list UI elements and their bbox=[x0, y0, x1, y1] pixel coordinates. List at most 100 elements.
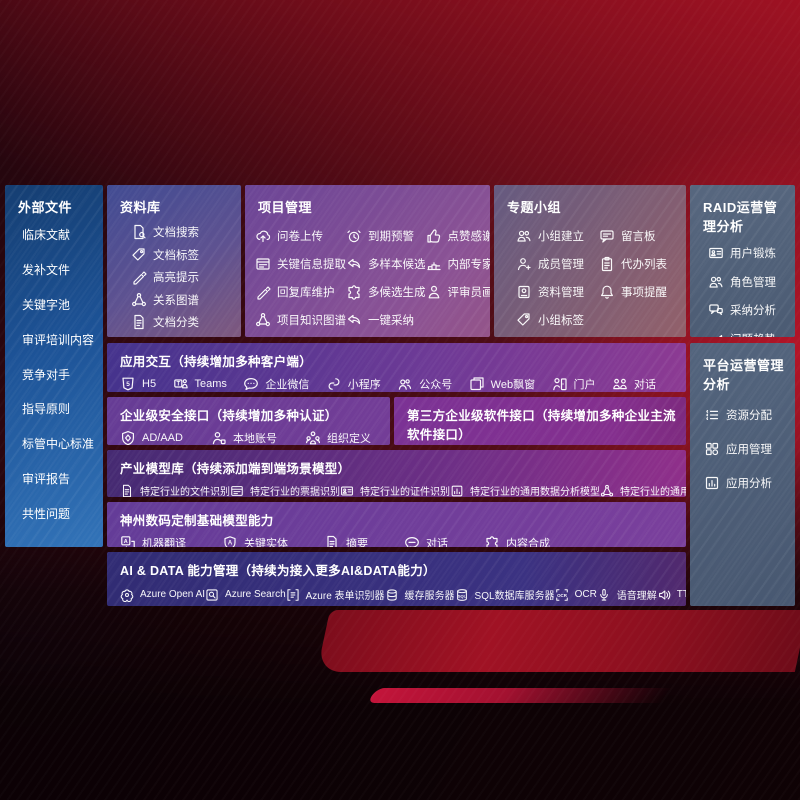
chat-dots-icon bbox=[243, 376, 259, 392]
feature-item: 角色管理 bbox=[708, 274, 791, 290]
feature-item: 资源分配 bbox=[704, 407, 791, 423]
sql-db-icon: SQL bbox=[455, 588, 469, 602]
feature-item: 资料管理 bbox=[516, 278, 599, 306]
qa-chat-icon bbox=[708, 302, 724, 318]
feature-list: 特定行业的文件识别 特定行业的票据识别 特定行业的证件识别 特定行业的通用数据分析模型… bbox=[107, 477, 686, 497]
desk-highlight-shape bbox=[316, 610, 800, 672]
panel-title: 资料库 bbox=[120, 200, 161, 215]
ocr-icon: OCR bbox=[555, 588, 569, 602]
feature-item: 小组标签 bbox=[516, 306, 599, 334]
server-icon bbox=[385, 588, 399, 602]
feature-item: AD/AAD bbox=[120, 430, 183, 445]
feature-item: T Teams bbox=[173, 376, 227, 392]
chat-bubble-icon bbox=[404, 535, 420, 547]
feature-item: 用户锻炼 bbox=[708, 245, 791, 261]
feature-item: 对话 bbox=[404, 535, 448, 547]
people-circle-icon bbox=[397, 376, 413, 392]
feature-list: 用户锻炼角色管理采纳分析问题趋势 bbox=[690, 235, 795, 337]
reply-icon bbox=[346, 256, 362, 272]
sidebar-item: 审评培训内容 bbox=[22, 332, 95, 347]
extract-icon bbox=[255, 256, 271, 272]
panel-platform-analysis: 平台运营管理分析 资源分配 应用管理 应用分析 bbox=[690, 343, 795, 606]
feature-item: 特定行业的通用知识图谱模型 bbox=[600, 483, 686, 497]
clipboard-icon bbox=[599, 256, 615, 272]
graph-icon bbox=[255, 312, 271, 328]
mini-program-icon bbox=[326, 376, 342, 392]
org-icon bbox=[305, 430, 321, 445]
feature-item: 摘要 bbox=[324, 535, 368, 547]
feature-item: 内容合成 bbox=[484, 535, 550, 547]
red-streak-shape bbox=[366, 688, 673, 703]
feature-item: 关系图谱 bbox=[131, 292, 235, 308]
album-icon bbox=[516, 284, 532, 300]
feature-item: 问卷上传 bbox=[255, 222, 346, 250]
svg-text:A: A bbox=[228, 541, 233, 547]
feature-list: A 机器翻译 A 关键实体 摘要 对话 内容合成 bbox=[107, 529, 686, 547]
panel-title: RAID运营管理分析 bbox=[703, 200, 778, 234]
feature-item: 项目知识图谱 bbox=[255, 306, 346, 334]
feature-item: 小程序 bbox=[326, 376, 381, 392]
feature-item: 一键采纳 bbox=[346, 306, 426, 334]
sidebar-external-files: 外部文件 临床文献 发补文件 关键字池 审评培训内容 竞争对手 指导原则 标管中心标准 审评报… bbox=[5, 185, 103, 547]
band-app-interaction: 应用交互（持续增加多种客户端） 5 H5 T Teams 企业微信 小程序 公众号 Web飘窗… bbox=[107, 343, 686, 392]
feature-item: Azure Search bbox=[205, 588, 286, 602]
feature-item: 文档分类 bbox=[131, 314, 235, 330]
window-float-icon bbox=[469, 376, 485, 392]
feature-item: 门户 bbox=[552, 376, 596, 392]
feature-item: 特定行业的证件识别 bbox=[340, 483, 450, 497]
doc-search-icon bbox=[131, 224, 147, 240]
panel-project-management: 项目管理 问卷上传 关键信息提取 回复库维护 项目知识图谱 到期预警 多样本候选 多候选生成… bbox=[245, 185, 490, 337]
feature-item: 缓存服务器 bbox=[385, 587, 455, 602]
upload-cloud-icon bbox=[255, 228, 271, 244]
feature-item: 高亮提示 bbox=[131, 269, 235, 285]
svg-text:T: T bbox=[176, 382, 180, 388]
tag-icon bbox=[131, 247, 147, 263]
feature-item: Azure Open AI bbox=[120, 588, 205, 602]
doc-icon bbox=[324, 535, 340, 547]
feature-item: 内部专家排名 bbox=[426, 250, 490, 278]
doc-icon bbox=[131, 314, 147, 330]
form-icon bbox=[286, 588, 300, 602]
feature-item: 评审员画像 bbox=[426, 278, 490, 306]
feature-item: 企业微信 bbox=[243, 376, 309, 392]
sidebar-item: 临床文献 bbox=[22, 228, 71, 242]
svg-text:SQL: SQL bbox=[457, 593, 466, 598]
translate-icon: A bbox=[120, 535, 136, 547]
panel-raid-analysis: RAID运营管理分析 用户锻炼角色管理采纳分析问题趋势 bbox=[690, 185, 795, 337]
feature-list: API自动化设计器 bbox=[394, 443, 686, 445]
sidebar-list: 临床文献 发补文件 关键字池 审评培训内容 竞争对手 指导原则 标管中心标准 审评报告 共性问题 bbox=[5, 226, 103, 536]
trend-icon bbox=[708, 331, 724, 337]
entity-icon: A bbox=[222, 535, 238, 547]
grid-icon bbox=[704, 441, 720, 457]
feature-list: Azure Open AI Azure Search Azure 表单识别器 缓存服务… bbox=[107, 579, 686, 602]
sidebar-item: 共性问题 bbox=[22, 507, 71, 521]
panel-document-library: 资料库 文档搜索 文档标签 高亮提示 关系图谱 文档分类 bbox=[107, 185, 241, 337]
band-ai-data-management: AI & DATA 能力管理（持续为接入更多AI&DATA能力） Azure O… bbox=[107, 552, 686, 606]
graph-icon bbox=[131, 292, 147, 308]
thumbs-up-icon bbox=[426, 228, 442, 244]
doc-icon bbox=[120, 484, 134, 498]
feature-item: 多候选生成 bbox=[346, 278, 426, 306]
sidebar-item: 标管中心标准 bbox=[22, 437, 95, 452]
band-enterprise-security: 企业级安全接口（持续增加多种认证） AD/AAD 本地账号 组织定义 bbox=[107, 397, 390, 445]
svg-text:OCR: OCR bbox=[557, 592, 568, 597]
panel-title: 项目管理 bbox=[258, 200, 313, 215]
panel-title: 平台运营管理分析 bbox=[703, 358, 785, 392]
sidebar-item: 竞争对手 bbox=[22, 367, 71, 382]
feature-list: 文档搜索 文档标签 高亮提示 关系图谱 文档分类 bbox=[107, 216, 241, 337]
feature-item: A 机器翻译 bbox=[120, 535, 186, 547]
feature-item: 到期预警 bbox=[346, 222, 426, 250]
feature-item: 本地账号 bbox=[211, 430, 277, 445]
feature-list: 小组建立 成员管理 资料管理 小组标签 留言板 代办列表 事项提醒 bbox=[494, 216, 686, 337]
rank-icon bbox=[426, 256, 442, 272]
puzzle-icon bbox=[346, 284, 362, 300]
highlighter-icon bbox=[131, 269, 147, 285]
feature-item: OCR OCR bbox=[555, 588, 597, 602]
svg-text:A: A bbox=[124, 539, 128, 545]
band-title: 神州数码定制基础模型能力 bbox=[120, 514, 274, 528]
band-title: 企业级安全接口（持续增加多种认证） bbox=[120, 409, 338, 423]
sidebar-item: 指导原则 bbox=[22, 402, 71, 417]
feature-item: 问题趋势 bbox=[708, 331, 791, 337]
person-badge-icon bbox=[211, 430, 227, 445]
feature-item: 留言板 bbox=[599, 222, 682, 250]
